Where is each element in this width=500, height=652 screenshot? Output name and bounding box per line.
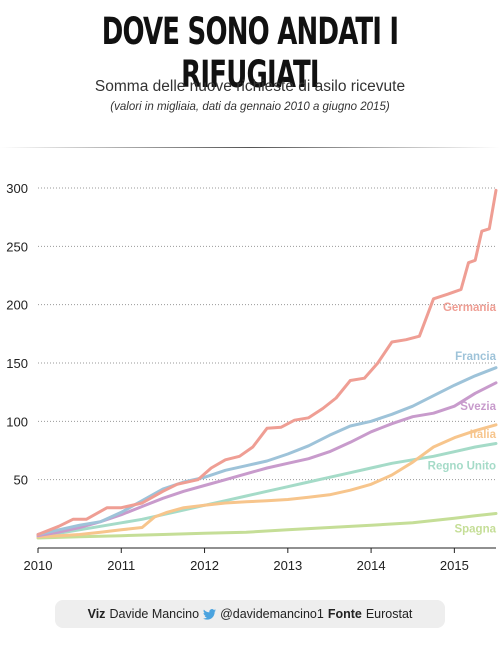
twitter-handle: @davidemancino1	[220, 607, 324, 621]
y-tick-label-300: 300	[6, 181, 28, 196]
series-label-svezia: Svezia	[460, 401, 496, 413]
series-line-svezia	[36, 381, 498, 538]
twitter-bird-icon	[203, 608, 217, 620]
x-tick-label-2012: 2012	[190, 558, 219, 573]
series-label-regno-unito: Regno Unito	[428, 461, 496, 473]
x-tick-label-2010: 2010	[24, 558, 53, 573]
chart-subtitle: Somma delle nuove richieste di asilo ric…	[94, 78, 406, 95]
y-tick-label-200: 200	[6, 298, 28, 313]
series-label-italia: Italia	[470, 429, 497, 441]
series-label-francia: Francia	[455, 351, 497, 363]
y-tick-label-250: 250	[6, 239, 28, 254]
series-line-spagna	[36, 512, 498, 540]
y-tick-label-100: 100	[6, 414, 28, 429]
series-line-francia	[36, 366, 498, 536]
line-chart: 50 100 150 200 250 300 2010 2011 2012 2013 2014 201…	[6, 181, 498, 573]
y-tick-label-150: 150	[6, 356, 28, 371]
series-label-spagna: Spagna	[454, 524, 496, 536]
credits-bar: Viz Davide Mancino @davidemancino1 Fonte…	[55, 600, 445, 628]
series-line-italia	[36, 423, 498, 539]
header-divider	[0, 147, 500, 148]
author-name: Davide Mancino	[109, 607, 200, 621]
series-label-germania: Germania	[443, 302, 497, 314]
x-tick-label-2011: 2011	[107, 558, 135, 573]
chart-title: DOVE SONO ANDATI I RIFUGIATI	[101, 10, 399, 96]
x-tick-label-2014: 2014	[357, 558, 386, 573]
x-tick-label-2015: 2015	[440, 558, 469, 573]
viz-label: Viz	[87, 607, 106, 621]
y-tick-label-50: 50	[14, 473, 28, 488]
source-name: Eurostat	[365, 607, 413, 621]
series-line-germania	[36, 188, 498, 536]
source-label: Fonte	[327, 607, 362, 621]
x-tick-label-2013: 2013	[273, 558, 302, 573]
chart-note: (valori in migliaia, dati da gennaio 201…	[110, 101, 390, 113]
